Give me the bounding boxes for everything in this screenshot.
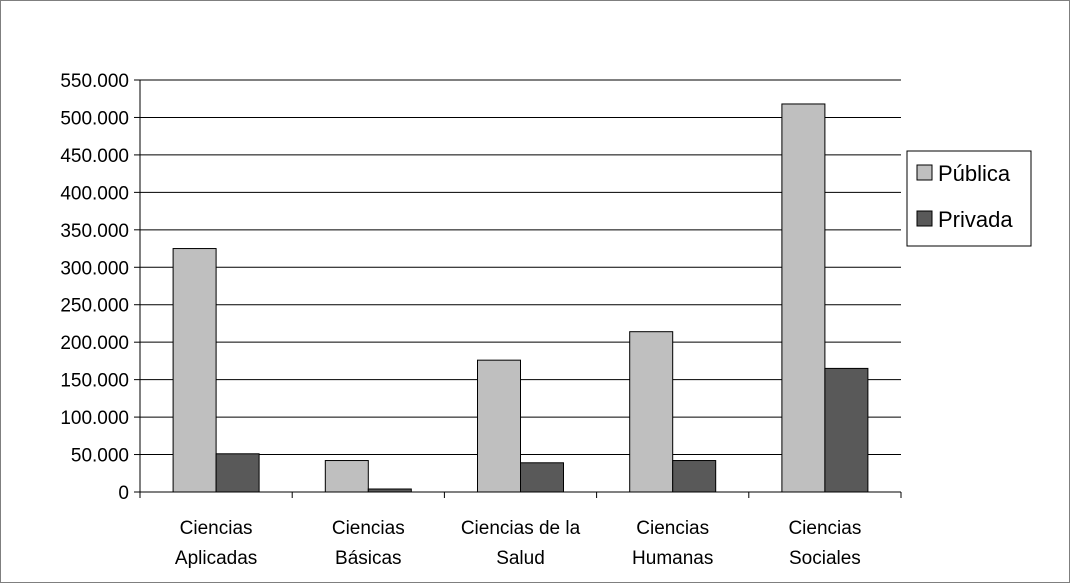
gridlines [140,79,901,456]
x-category-label: Ciencias [788,518,861,539]
y-tick-label: 250.000 [60,296,129,317]
bar-publica-2 [324,460,369,493]
legend-label: Privada [938,207,1013,232]
y-tick-label: 550.000 [60,71,129,92]
y-tick-label: 500.000 [60,108,129,129]
y-tick-label: 100.000 [60,408,129,429]
bar-publica-3 [477,359,521,493]
axes [134,79,902,498]
x-category-label: Ciencias [332,518,405,539]
legend-swatch [916,164,933,181]
y-tick-label: 400.000 [60,183,129,204]
bars [172,103,869,493]
bar-publica-4 [629,331,674,493]
x-category-label: Salud [496,548,545,569]
bar-privada-1 [215,453,260,493]
legend: Pública Privada [906,150,1032,247]
y-tick-label: 450.000 [60,146,129,167]
y-tick-label: 0 [118,483,129,504]
x-category-label: Básicas [335,548,402,569]
x-category-label: Humanas [632,548,713,569]
y-tick-label: 200.000 [60,333,129,354]
legend-swatch [916,210,933,227]
axis-labels: 0 50.000 100.000 150.000 200.000 250.000 300.0… [60,71,861,569]
x-category-label: Ciencias [180,518,253,539]
x-category-label: Aplicadas [175,548,257,569]
y-tick-label: 300.000 [60,258,129,279]
legend-label: Pública [938,161,1011,186]
y-tick-label: 350.000 [60,221,129,242]
x-category-label: Ciencias [636,518,709,539]
bar-publica-1 [172,248,217,493]
bar-privada-3 [520,462,564,493]
bar-publica-5 [781,103,826,493]
bar-privada-4 [672,460,717,493]
x-category-label: Sociales [789,548,861,569]
bar-privada-5 [824,367,869,493]
y-tick-label: 150.000 [60,371,129,392]
y-tick-label: 50.000 [71,446,129,467]
x-category-label: Ciencias de la [461,518,581,539]
